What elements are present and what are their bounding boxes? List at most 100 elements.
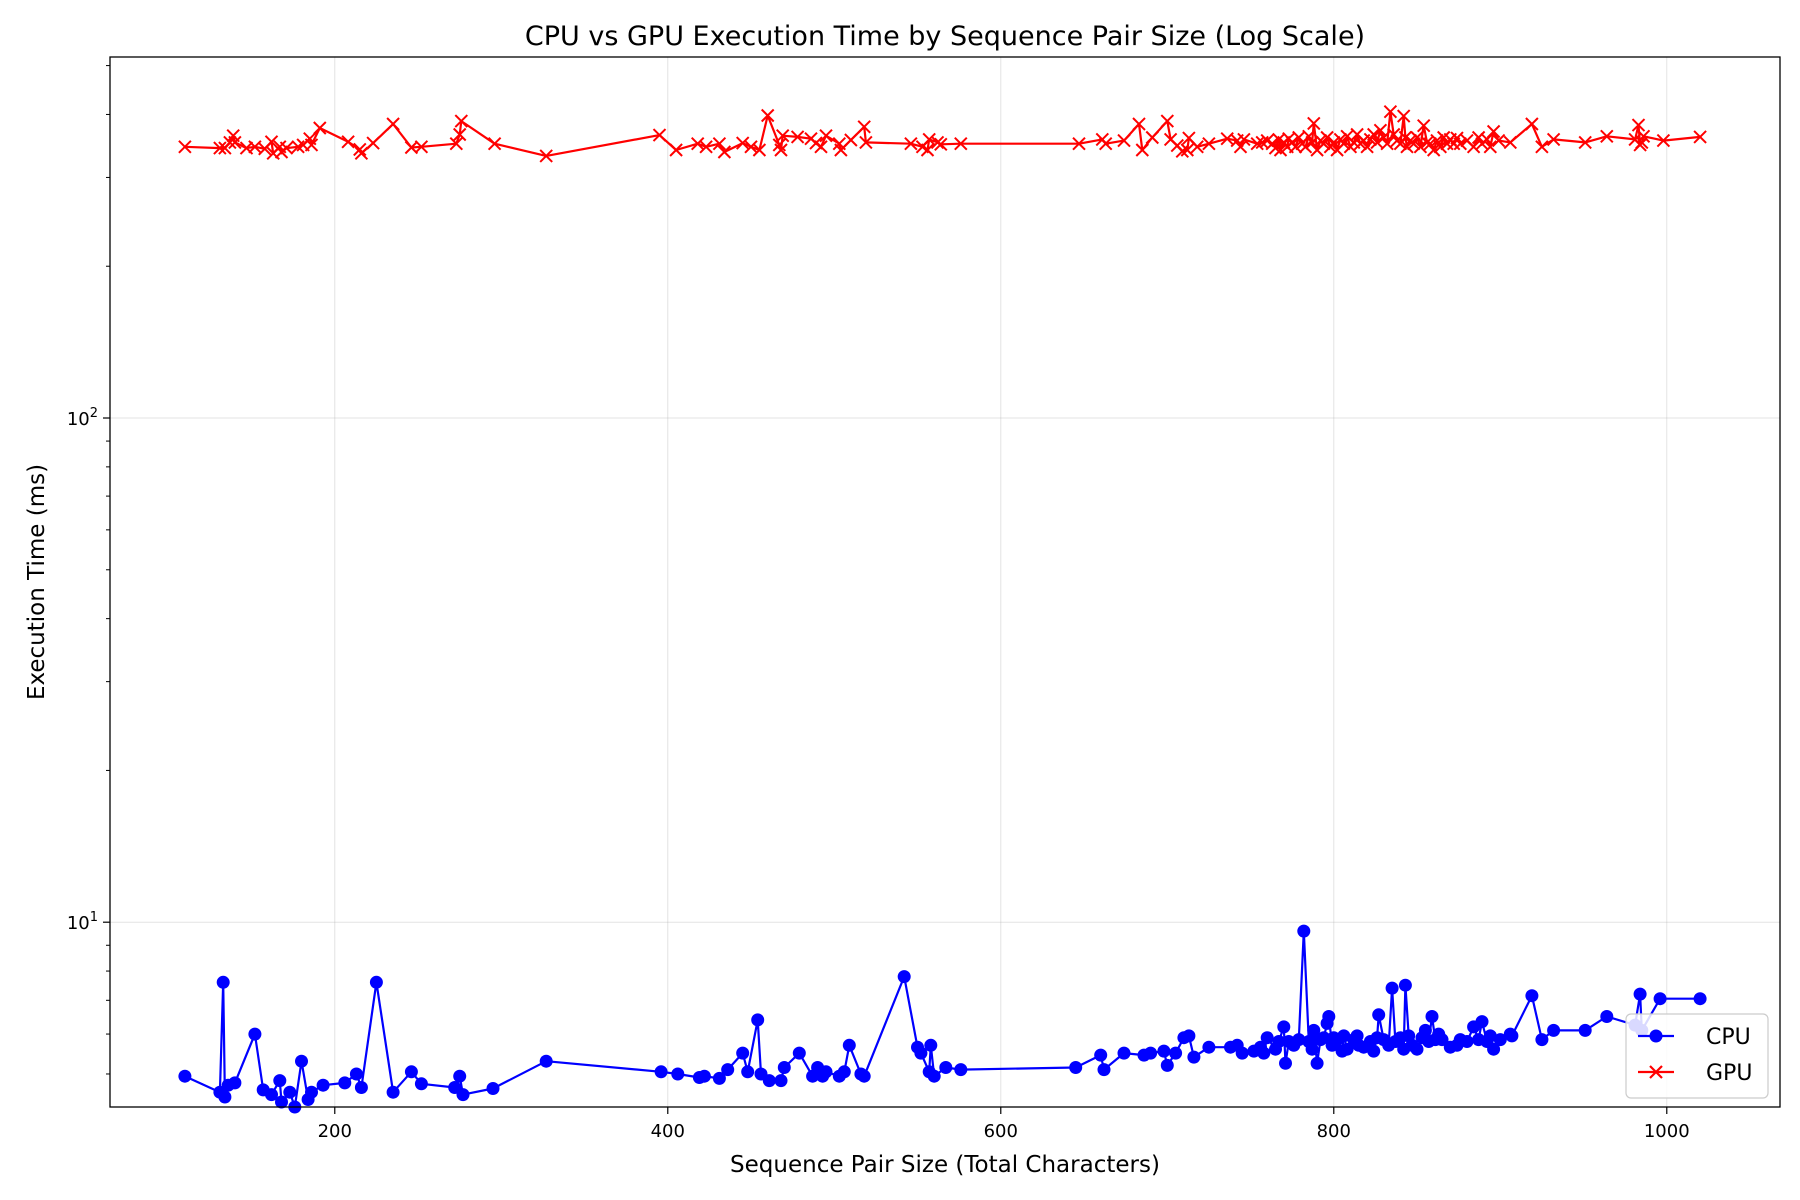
gpu-point [1202,136,1216,151]
gpu-point [1413,140,1428,154]
cpu-point [1097,1063,1111,1077]
cpu-point [1322,1010,1336,1023]
cpu-point [954,1063,968,1077]
cpu-point [751,1013,765,1027]
cpu-point [927,1069,941,1083]
cpu-point [774,1074,788,1088]
legend: CPU GPU [1625,1013,1769,1099]
gpu-point [1426,143,1441,157]
gpu-point [1288,140,1303,154]
cpu-point [1169,1046,1183,1060]
gpu-point [1406,136,1421,151]
gpu-point [366,136,380,150]
gpu-point [1098,136,1113,151]
gpu-point [934,137,948,152]
cpu-point [1693,992,1707,1006]
cpu-point [1600,1010,1614,1023]
legend-gpu-marker [1649,1065,1663,1079]
cpu-point [1385,981,1399,995]
gpu-point [213,141,227,155]
cpu-point [671,1067,685,1081]
gpu-point [1072,136,1086,151]
legend-gpu-label: GPU [1706,1061,1752,1086]
cpu-point [295,1054,308,1068]
cpu-point [697,1069,711,1083]
gpu-point [1491,133,1506,148]
cpu-point [265,1088,278,1102]
cpu-point [1257,1046,1271,1060]
gpu-point [1233,140,1248,154]
cpu-point [741,1065,755,1079]
gpu-point [1180,143,1195,157]
cpu-point [216,975,230,989]
gpu-point [735,136,750,150]
gpu-point [920,143,935,157]
gpu-point [1396,109,1411,123]
gpu-point [904,136,918,151]
cpu-point [1535,1033,1549,1047]
cpu-point [338,1076,352,1090]
cpu-point [178,1069,192,1083]
gpu-point [452,127,467,142]
gpu-point [354,146,369,161]
gpu-point [1250,136,1264,151]
gpu-point [859,135,873,150]
gpu-point [844,133,858,147]
cpu-point [1435,1033,1449,1047]
gpu-point [1656,133,1671,148]
cpu-point [1653,992,1667,1006]
cpu-point [1310,1056,1324,1070]
gpu-point [1175,144,1190,159]
gpu-point [1430,133,1444,148]
gpu-point [1273,143,1288,157]
gpu-point [744,140,758,154]
x-tick-label: 800 [1317,1121,1351,1142]
cpu-point [924,1038,938,1052]
cpu-point [857,1069,871,1083]
cpu-point [1425,1010,1439,1023]
cpu-point [1182,1029,1196,1043]
cpu-point [939,1061,953,1074]
gpu-point [279,141,294,155]
cpu-point [453,1069,467,1083]
cpu-point [283,1085,297,1099]
gpu-point [1190,140,1204,154]
gpu-point [1483,140,1498,154]
series-gpu [178,104,1707,163]
cpu-point [1367,1044,1381,1058]
gpu-point [1237,132,1251,147]
gpu-point [1578,135,1592,150]
gpu-point [1453,136,1468,151]
cpu-point [762,1074,776,1088]
cpu-point [654,1065,668,1079]
x-axis-ticks: 200 400 600 800 1000 [318,1107,1690,1142]
cpu-point [456,1088,470,1102]
cpu-point [539,1054,553,1068]
gpu-point [690,136,705,151]
gpu-point [699,140,713,154]
gpu-point [228,135,242,150]
gpu-point [1135,143,1150,157]
gpu-point [752,143,767,157]
y-tick-label: 102 [67,406,98,430]
cpu-point [736,1046,750,1060]
gpu-point [1693,130,1707,144]
y-axis-ticks: 101 102 [67,65,110,1075]
cpu-point [1547,1023,1561,1037]
cpu-point [712,1071,726,1085]
cpu-point [1144,1046,1158,1060]
cpu-point [1117,1046,1131,1060]
gpu-point [775,128,790,143]
gpu-point [954,136,968,151]
gpu-point [1535,140,1549,154]
gpu-point [1366,127,1381,142]
gpu-point [313,121,327,135]
gpu-point [1546,132,1561,147]
gpu-point [1600,129,1614,144]
gpu-point [922,132,936,147]
cpu-point [1160,1058,1174,1072]
cpu-point [1460,1035,1474,1048]
cpu-point [1260,1031,1274,1045]
gpu-point [414,140,429,154]
